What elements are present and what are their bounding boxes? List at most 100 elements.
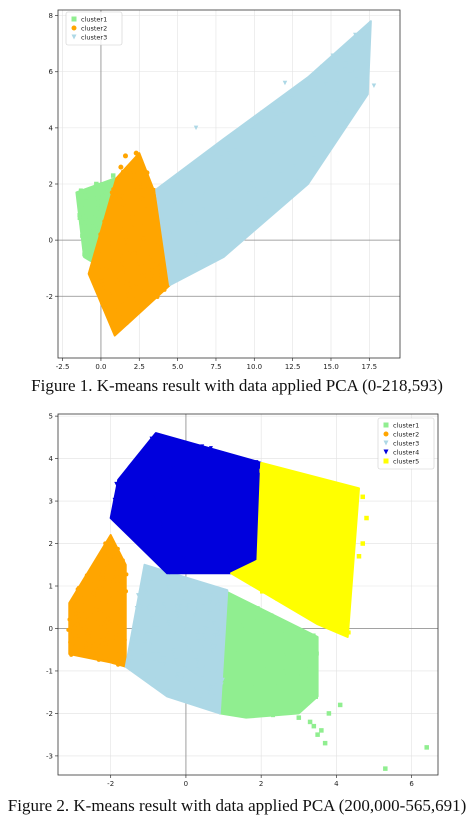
cluster3-point [201,664,206,669]
cluster1-point [228,630,233,635]
cluster1-point [303,682,308,687]
cluster4-point [253,517,258,522]
cluster1-point [311,723,317,729]
cluster3-point [147,606,152,611]
cluster1-point [235,642,240,647]
cluster1-point [313,691,318,696]
cluster2-point [119,652,124,657]
cluster1-point [235,706,240,711]
cluster3-point [203,626,208,631]
cluster3-point [184,609,189,614]
cluster1-point [310,649,315,654]
cluster4-point [114,502,119,507]
cluster1-point [104,200,109,205]
cluster2-point [141,236,146,241]
legend-label-cluster3: cluster3 [393,439,419,447]
y-tick-label: 8 [49,12,53,20]
cluster5-point [364,515,369,521]
cluster5-point [254,569,259,574]
cluster3-point [208,152,213,157]
cluster2-point [138,159,144,165]
cluster3-point [193,673,198,678]
cluster4-point [217,552,222,557]
x-tick-label: 6 [409,780,414,788]
cluster4-point [243,479,248,484]
cluster5-point [342,555,347,560]
cluster5-point [341,605,346,610]
cluster5-point [289,489,294,494]
cluster3-point [364,62,369,67]
cluster3-point [193,255,198,260]
cluster2-point [106,551,111,556]
cluster4-point [165,490,170,495]
cluster2-point [116,214,121,219]
cluster4-point [116,504,121,509]
cluster4-point [167,570,172,575]
cluster2-point [77,641,82,646]
cluster4-point [133,477,138,482]
cluster5-point [265,481,270,486]
cluster3-point [166,689,171,694]
cluster3-point [176,613,181,618]
cluster2-point [162,287,167,292]
cluster4-point [134,486,139,491]
cluster2-point [122,600,127,605]
cluster1-point [236,651,241,656]
cluster5-point [360,494,366,500]
cluster1-point [83,230,88,235]
cluster5-point [303,560,308,565]
cluster4-point [154,505,159,510]
cluster2-point [74,649,79,654]
series-cluster4 [109,432,263,575]
cluster4-point [179,468,184,473]
cluster2-point [111,580,116,585]
cluster4-point [226,545,231,550]
cluster2-point [154,221,159,226]
cluster3-point [211,257,216,262]
cluster4-region [109,432,263,575]
cluster1-point [294,676,299,681]
cluster3-point [136,593,141,598]
cluster5-point [311,523,316,528]
cluster4-point [233,566,238,571]
cluster1-point [97,182,102,187]
cluster3-point [166,585,171,590]
cluster1-point [326,711,332,716]
cluster4-point [246,560,251,565]
cluster5-point [267,591,272,596]
cluster2-point [135,186,140,191]
cluster3-point [245,218,250,223]
cluster5-point [310,558,315,563]
cluster1-point [250,608,255,613]
cluster3-point [150,652,155,657]
cluster2-point [111,281,116,286]
y-tick-label: 3 [49,498,53,506]
cluster5-point [292,501,297,506]
cluster3-point [189,659,194,664]
cluster1-point [92,199,97,204]
cluster2-point [109,190,114,195]
cluster4-point [232,525,237,530]
cluster2-point [100,586,105,591]
cluster4-point [131,474,136,479]
cluster5-point [280,553,285,558]
cluster4-point [207,513,212,518]
cluster1-point [296,649,301,654]
cluster1-point [90,187,95,192]
cluster1-point [90,225,95,230]
x-tick-label: 12.5 [285,363,301,371]
cluster4-point [158,526,163,531]
cluster3-point [193,253,198,258]
cluster1-point [100,194,105,199]
cluster5-point [309,614,314,619]
cluster1-point [265,665,270,670]
cluster1-point [83,199,88,204]
cluster1-point [95,195,100,200]
cluster3-point [149,580,154,585]
cluster2-point [79,635,84,640]
cluster4-point [193,530,198,535]
cluster3-point [167,590,172,595]
cluster1-point [83,189,88,194]
cluster4-point [206,523,211,528]
cluster2-point [115,581,120,586]
